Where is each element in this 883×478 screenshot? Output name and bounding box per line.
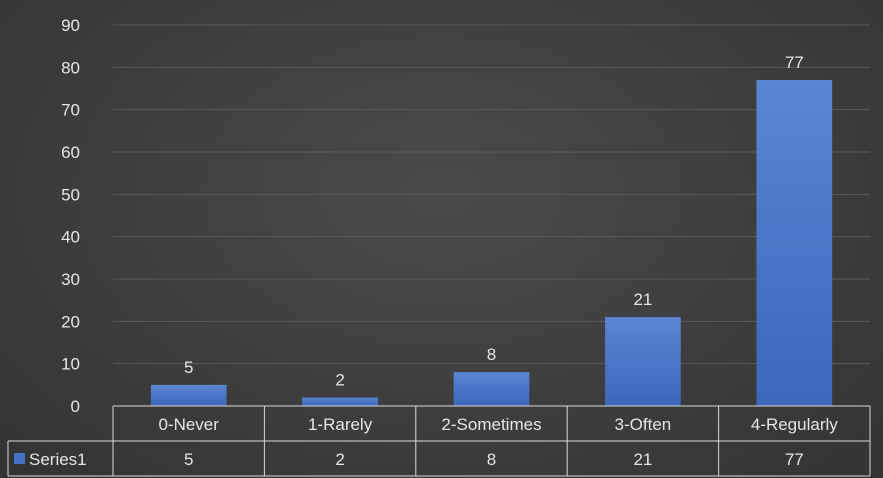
data-labels: 5 2 8 21 77 (184, 53, 804, 390)
table-value-cell: 2 (335, 450, 344, 469)
data-table: 0-Never 1-Rarely 2-Sometimes 3-Often 4-Regul… (7, 405, 871, 477)
y-tick-label: 50 (61, 185, 80, 204)
table-value-cell: 77 (785, 450, 804, 469)
y-tick-label: 30 (61, 270, 80, 289)
data-label: 5 (184, 358, 193, 377)
table-value-cell: 8 (487, 450, 496, 469)
bar-3-often (605, 317, 681, 406)
data-label: 2 (335, 371, 344, 390)
y-tick-label: 80 (61, 58, 80, 77)
y-tick-label: 20 (61, 312, 80, 331)
data-label: 21 (633, 290, 652, 309)
data-label: 77 (785, 53, 804, 72)
bar-0-never (150, 384, 227, 406)
data-label: 8 (487, 345, 496, 364)
bar-1-rarely (302, 397, 378, 406)
bar-4-regularly (756, 80, 833, 407)
category-label: 2-Sometimes (441, 415, 541, 434)
y-tick-label: 10 (61, 355, 80, 374)
series-name-label: Series1 (29, 450, 87, 469)
category-label: 1-Rarely (308, 415, 373, 434)
table-value-cell: 5 (184, 450, 193, 469)
y-tick-label: 40 (61, 228, 80, 247)
category-label: 4-Regularly (751, 415, 838, 434)
y-tick-label: 90 (61, 16, 80, 35)
bar-2-sometimes (453, 372, 530, 406)
y-tick-label: 60 (61, 143, 80, 162)
y-axis-tick-labels: 0 10 20 30 40 50 60 70 80 90 (61, 16, 80, 416)
bars (150, 80, 833, 407)
gridlines (113, 24, 870, 365)
y-tick-label: 70 (61, 101, 80, 120)
legend-key-icon (14, 453, 25, 464)
table-value-cell: 21 (633, 450, 652, 469)
category-label: 0-Never (158, 415, 219, 434)
y-tick-label: 0 (71, 397, 80, 416)
category-label: 3-Often (615, 415, 672, 434)
